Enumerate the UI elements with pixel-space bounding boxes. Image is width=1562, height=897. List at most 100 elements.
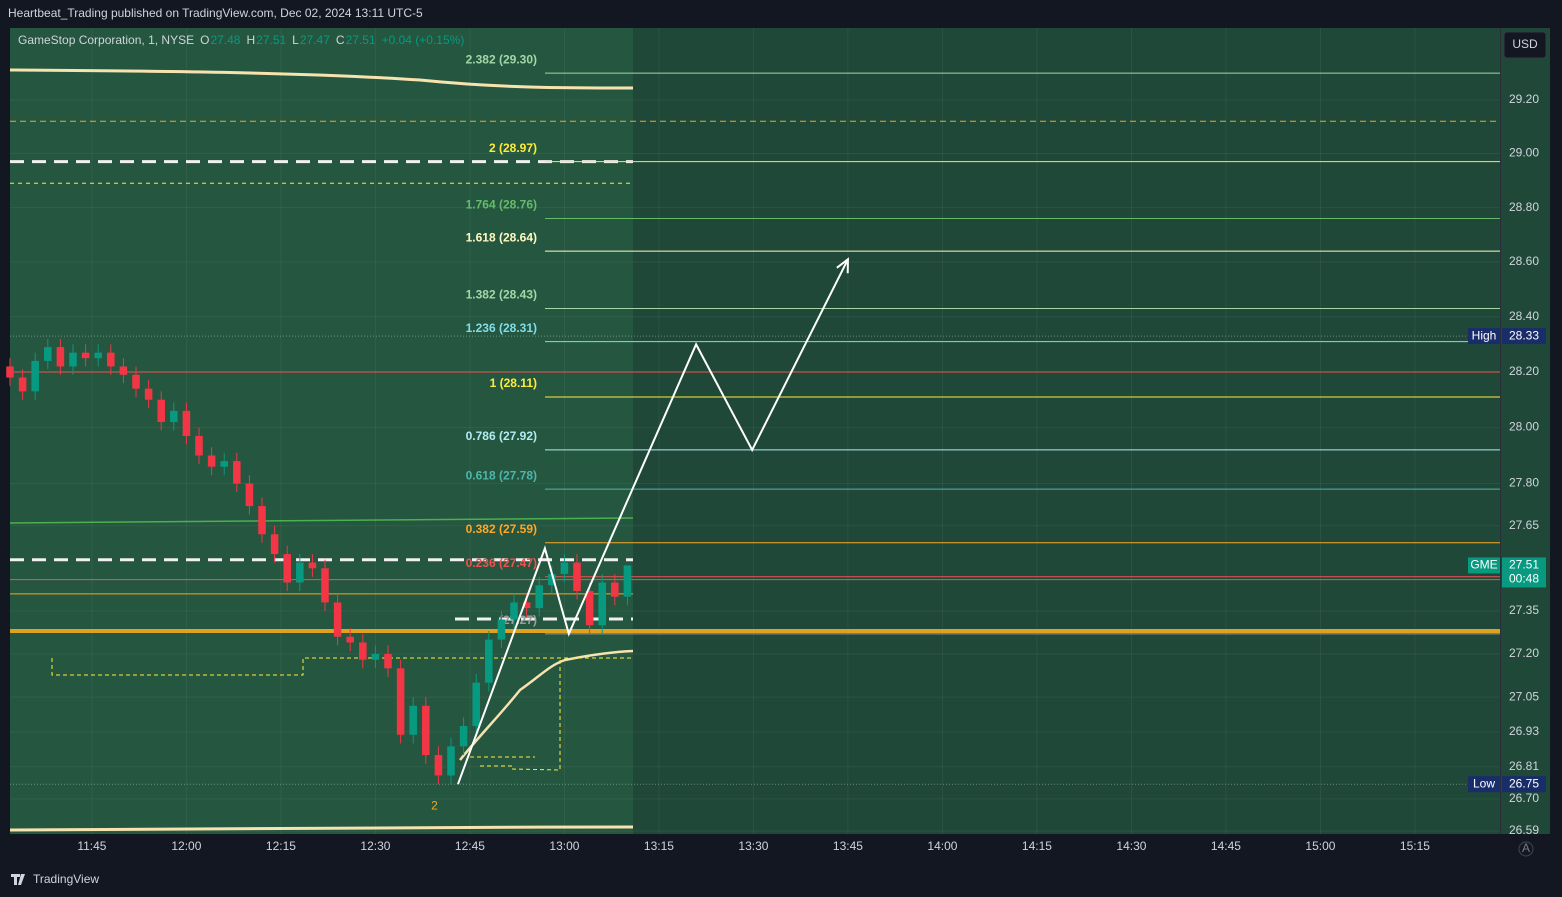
legend-ohlc-label: L: [292, 33, 299, 47]
legend-ohlc-value: 27.51: [346, 33, 376, 47]
x-tick-label: 13:00: [549, 839, 579, 853]
x-tick-label: 12:15: [266, 839, 296, 853]
candle-body: [170, 410, 178, 422]
fib-label: 1.764 (28.76): [466, 198, 537, 212]
legend-ohlc-label: H: [246, 33, 255, 47]
candle-body: [447, 746, 455, 776]
y-tick-label: 29.20: [1509, 92, 1539, 106]
candle-body: [535, 585, 543, 609]
badge-name: GME: [1470, 558, 1497, 572]
range-box: [51, 657, 633, 676]
candle-body: [510, 602, 518, 620]
candle-body: [157, 399, 165, 422]
candle-body: [573, 562, 581, 592]
range-box: [470, 658, 561, 771]
projection-arrowhead: [836, 257, 849, 274]
candle-body: [611, 582, 619, 597]
legend-ohlc-label: C: [336, 33, 345, 47]
candle-body: [321, 568, 329, 603]
x-tick-label: 13:15: [644, 839, 674, 853]
grid: [10, 28, 1500, 834]
currency-button[interactable]: [1503, 31, 1547, 59]
candle-body: [283, 554, 291, 583]
y-tick-label: 27.20: [1509, 646, 1539, 660]
candle-body: [31, 360, 39, 392]
projection-path: [457, 258, 849, 785]
candle-body: [119, 366, 128, 375]
vwap: [459, 649, 634, 761]
candle-body: [548, 573, 556, 586]
candle-body: [18, 377, 27, 392]
x-tick-label: 12:00: [171, 839, 201, 853]
fib-label: 1.382 (28.43): [466, 288, 537, 302]
legend-ohlc-value: 27.48: [210, 33, 240, 47]
x-tick-label: 15:00: [1305, 839, 1335, 853]
candle-body: [296, 562, 304, 583]
currency: USD: [1512, 37, 1538, 51]
candle-body: [245, 483, 254, 507]
candle-body: [598, 582, 606, 626]
y-tick-label: 26.81: [1509, 759, 1539, 773]
badge-name-box: [1468, 776, 1500, 793]
badge-name-box: [1468, 328, 1500, 345]
x-tick-label: 12:30: [360, 839, 390, 853]
fib-label: 2.382 (29.30): [466, 52, 537, 66]
legend-change: +0.04 (+0.15%): [382, 33, 465, 47]
candle-body: [371, 653, 380, 660]
candle-body: [434, 755, 443, 776]
fib-label: 1 (28.11): [490, 376, 537, 390]
candle-body: [44, 347, 52, 361]
candle-body: [522, 602, 531, 609]
candle-body: [220, 461, 228, 467]
candle-body: [485, 639, 493, 683]
x-tick-label: 13:30: [738, 839, 768, 853]
x-tick-label: 14:45: [1211, 839, 1241, 853]
x-tick-label: 15:15: [1400, 839, 1430, 853]
auto-label: A: [1522, 841, 1530, 855]
candle-body: [69, 352, 77, 367]
badge-name: Low: [1473, 776, 1495, 790]
fib-label: 2 (28.97): [489, 141, 537, 155]
candle-body: [308, 562, 317, 569]
fib-label: 0.618 (27.78): [466, 468, 537, 482]
legend-title: GameStop Corporation, 1, NYSE: [18, 33, 194, 47]
candle-body: [623, 565, 632, 597]
y-tick-label: 26.59: [1509, 823, 1539, 837]
candle-body: [195, 435, 203, 456]
fib-label: 1.236 (28.31): [466, 321, 537, 335]
fib-label: 1.618 (28.64): [466, 230, 537, 244]
badge-value: 28.33: [1509, 328, 1539, 342]
candle-body: [144, 388, 153, 400]
x-tick-label: 12:45: [455, 839, 485, 853]
candle-body: [472, 682, 480, 727]
wave-label: 2: [431, 798, 438, 812]
candle-body: [560, 562, 569, 574]
candle-body: [459, 726, 468, 747]
badge-value-box: [1502, 557, 1546, 588]
badge-value: 27.51: [1509, 558, 1539, 572]
y-tick-label: 28.20: [1509, 364, 1539, 378]
candle-body: [207, 455, 216, 467]
x-tick-label: 11:45: [77, 839, 106, 853]
badge-name: High: [1472, 328, 1497, 342]
candle-body: [81, 352, 90, 359]
y-tick-label: 27.05: [1509, 689, 1539, 703]
axis-border: [1500, 28, 1501, 834]
vwap-upper: [9, 68, 634, 90]
legend-ohlc-label: O: [200, 33, 209, 47]
candle-body: [182, 410, 191, 436]
badge-name-box: [1468, 557, 1500, 574]
candle-body: [396, 668, 405, 735]
y-tick-label: 28.40: [1509, 309, 1539, 323]
candle-body: [333, 602, 342, 637]
x-tick-label: 13:45: [833, 839, 863, 853]
header: Heartbeat_Trading published on TradingVi…: [8, 6, 423, 20]
history-background: [10, 28, 633, 834]
auto-button[interactable]: [1518, 841, 1534, 857]
x-tick-label: 14:15: [1022, 839, 1052, 853]
candle-body: [6, 366, 14, 378]
candle-body: [94, 352, 102, 359]
candle-body: [270, 534, 279, 555]
